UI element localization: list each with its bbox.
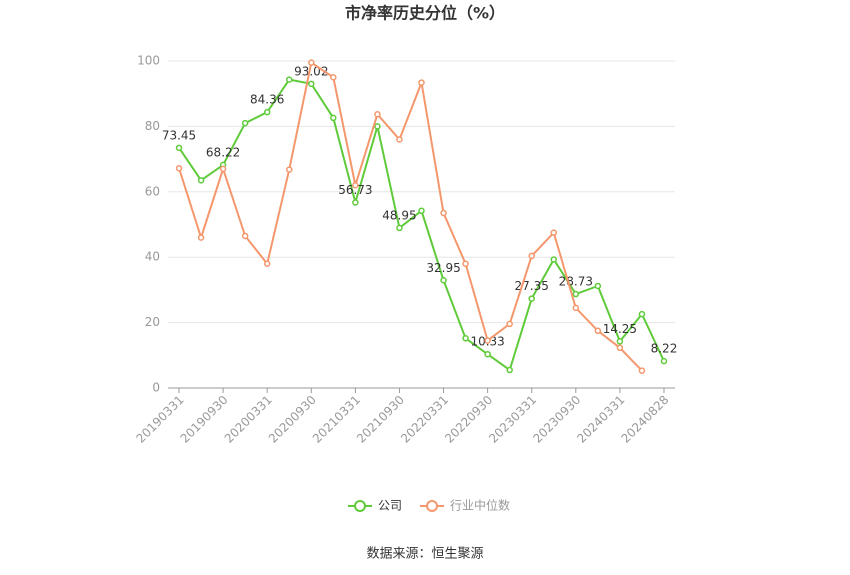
y-tick-label: 20 [145,315,160,329]
data-point [484,350,491,358]
data-point [484,337,491,344]
x-tick-label: 20240828 [618,393,671,446]
data-label: 56.73 [338,183,372,197]
data-point [197,234,205,241]
data-point [219,165,227,173]
data-point [462,260,469,267]
data-point [528,252,535,260]
data-point [396,224,403,232]
legend-label: 行业中位数 [450,498,510,513]
data-label: 8.22 [651,342,678,356]
data-point [241,119,249,127]
legend-marker [354,500,366,512]
data-label: 84.36 [250,93,284,107]
data-point [285,166,293,173]
data-point [440,209,447,217]
data-point [418,79,425,86]
data-point [308,80,315,88]
data-point [440,277,447,284]
y-tick-label: 60 [145,184,160,198]
data-point [462,335,469,342]
data-point [550,229,558,236]
data-label: 28.73 [559,275,593,289]
data-point [175,165,183,172]
data-point [330,114,337,122]
series-line [178,60,643,372]
data-label: 73.45 [162,128,196,142]
data-point [660,357,668,365]
data-point [263,260,271,267]
data-point [197,177,205,184]
data-point [638,310,646,318]
data-label: 32.95 [426,261,460,275]
data-point [572,304,580,312]
data-point [352,199,359,206]
data-point [374,123,381,130]
data-point [285,76,293,83]
data-point [418,207,425,215]
legend-marker [426,500,439,512]
data-point [638,367,646,374]
data-point [528,295,535,302]
data-point [506,366,513,374]
y-tick-label: 40 [145,250,160,264]
data-point [175,144,183,152]
data-point [506,320,513,328]
series-line [178,78,665,372]
chart-title: 市净率历史分位（%） [345,4,505,23]
data-point [330,74,337,81]
data-point [616,338,624,345]
data-point [308,59,315,66]
y-tick-label: 80 [145,119,160,133]
legend-label: 公司 [378,499,402,513]
data-point [396,136,403,143]
data-point [594,327,602,335]
y-tick-label: 100 [137,54,160,68]
data-point [616,344,624,352]
data-point [263,108,271,116]
source-note: 数据来源：恒生聚源 [366,547,483,562]
data-point [550,256,558,263]
data-point [594,282,602,290]
data-label: 14.25 [603,322,637,336]
data-label: 68.22 [206,145,240,159]
data-point [374,111,381,118]
data-point [241,232,249,240]
y-tick-label: 0 [152,381,160,395]
data-point [572,290,580,298]
data-point [352,182,359,189]
data-label: 48.95 [382,208,416,222]
